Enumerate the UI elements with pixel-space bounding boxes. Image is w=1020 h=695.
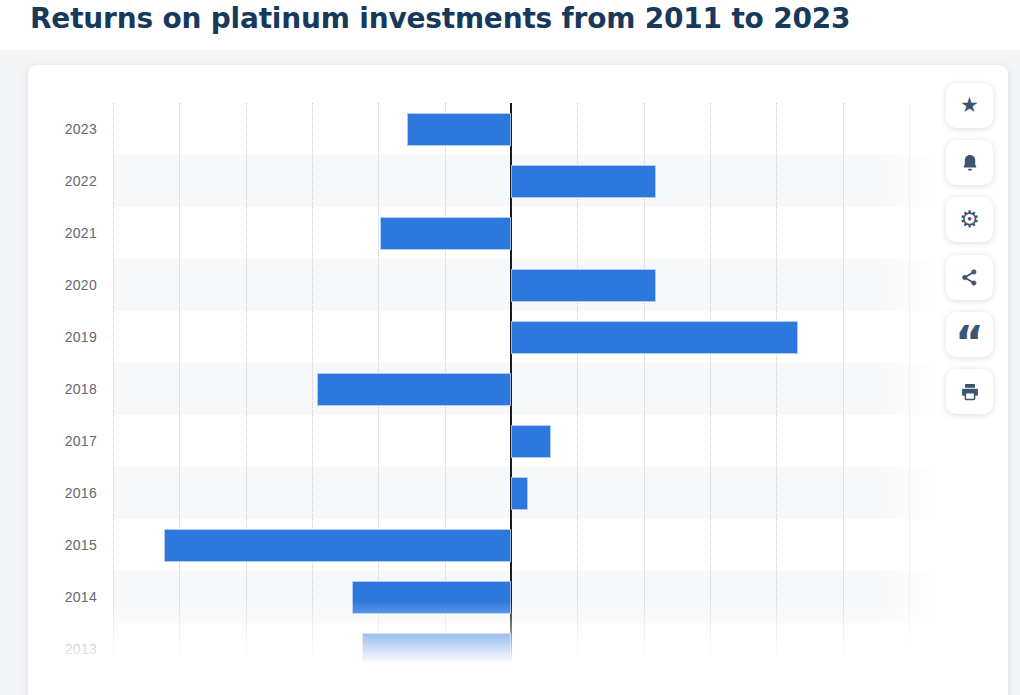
gridline (710, 103, 711, 662)
bar-2014 (353, 582, 510, 613)
bar-2015 (165, 530, 510, 561)
gridline (776, 103, 777, 662)
year-label-2018: 2018 (30, 381, 97, 397)
year-label-2016: 2016 (30, 485, 97, 501)
bar-2022 (512, 166, 655, 197)
gridline (312, 103, 313, 662)
quote-icon: “ (955, 324, 984, 346)
row-band-2018 (113, 363, 946, 415)
row-band-2016 (113, 467, 946, 519)
gridline (843, 103, 844, 662)
settings-button[interactable]: ⚙ (946, 197, 993, 242)
year-label-2021: 2021 (30, 225, 97, 241)
year-label-2013: 2013 (30, 641, 97, 657)
year-label-2015: 2015 (30, 537, 97, 553)
bar-2020 (512, 270, 655, 301)
year-label-2022: 2022 (30, 173, 97, 189)
bell-icon (960, 153, 980, 173)
year-label-2017: 2017 (30, 433, 97, 449)
year-label-2020: 2020 (30, 277, 97, 293)
bar-2021 (381, 218, 510, 249)
year-label-2019: 2019 (30, 329, 97, 345)
chart-card: 2023 2022 2021 2020 2019 2018 2017 2016 2015 2014… (28, 65, 1008, 695)
alerts-button[interactable] (946, 140, 993, 185)
year-label-2023: 2023 (30, 121, 97, 137)
bar-2017 (512, 426, 550, 457)
page-title: Returns on platinum investments from 201… (30, 2, 850, 35)
year-label-2014: 2014 (30, 589, 97, 605)
gridline (246, 103, 247, 662)
cite-button[interactable]: “ (946, 312, 993, 357)
share-icon (960, 268, 979, 287)
star-icon: ★ (960, 95, 979, 116)
bar-2023 (408, 114, 510, 145)
share-button[interactable] (946, 255, 993, 300)
bar-2019 (512, 322, 797, 353)
gridline (113, 103, 114, 662)
print-button[interactable] (946, 369, 993, 414)
gridline (179, 103, 180, 662)
gear-icon: ⚙ (959, 208, 980, 231)
bar-2016 (512, 478, 527, 509)
row-band-2014 (113, 571, 946, 623)
gridline (909, 103, 910, 662)
chart-area: 2023 2022 2021 2020 2019 2018 2017 2016 2015 2014… (28, 65, 1008, 695)
printer-icon (960, 382, 980, 402)
favorite-button[interactable]: ★ (946, 83, 993, 128)
bar-2013 (363, 634, 510, 665)
bar-2018 (318, 374, 510, 405)
